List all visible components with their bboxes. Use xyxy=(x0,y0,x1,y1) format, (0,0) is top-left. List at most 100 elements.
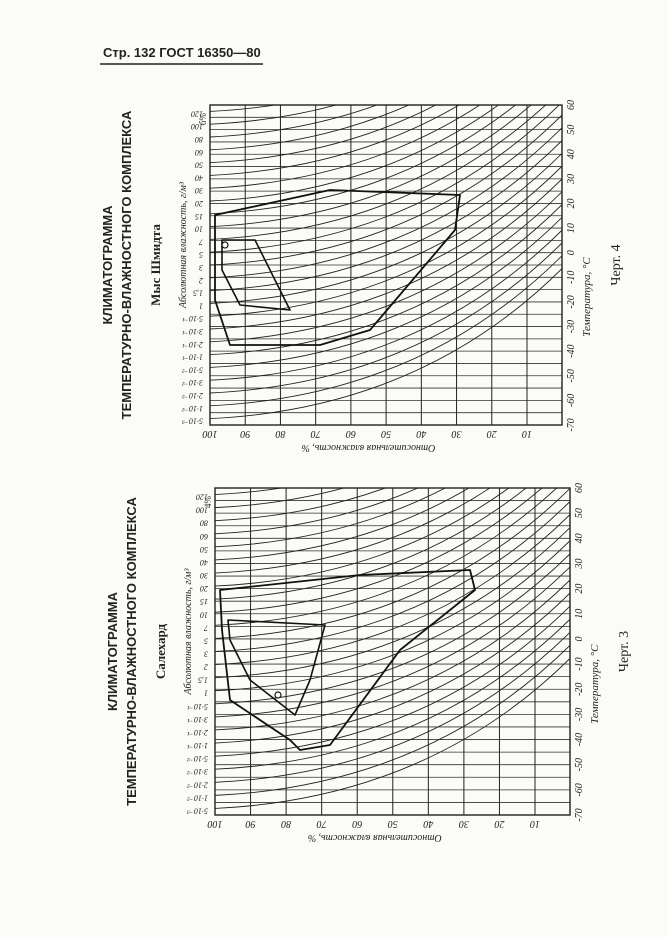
temperature-tick-label: -60 xyxy=(566,394,577,407)
abs-humidity-tick-label: 1 xyxy=(199,301,203,310)
abs-humidity-isoline xyxy=(215,488,570,600)
abs-humidity-tick-label: 10 xyxy=(200,610,208,619)
station-name: Мыс Шмидта xyxy=(148,224,163,306)
temperature-tick-label: 10 xyxy=(566,223,577,233)
rel-humidity-tick-label: 10 xyxy=(530,818,540,829)
abs-humidity-isoline xyxy=(215,501,570,652)
abs-humidity-isoline xyxy=(210,204,562,356)
temperature-tick-label: 50 xyxy=(574,508,585,518)
climate-contour-inner xyxy=(221,239,291,311)
plot-area xyxy=(210,105,562,425)
mean-point xyxy=(221,241,229,249)
abs-humidity-isoline xyxy=(210,191,562,343)
temperature-tick-label: 40 xyxy=(574,533,585,543)
abs-humidity-isoline xyxy=(215,488,570,587)
rel-humidity-tick-label: 10 xyxy=(522,428,532,439)
temperature-tick-label: -60 xyxy=(574,783,585,796)
temperature-tick-label: 60 xyxy=(574,483,585,493)
abs-humidity-isoline xyxy=(210,178,562,330)
abs-humidity-isoline xyxy=(210,242,562,394)
climate-contour xyxy=(219,569,476,751)
rel-humidity-tick-label: 80 xyxy=(275,428,285,439)
abs-humidity-tick-label: 2 xyxy=(204,663,208,672)
plot-area xyxy=(215,488,570,815)
abs-humidity-isoline xyxy=(210,127,562,279)
abs-humidity-isoline xyxy=(210,105,562,176)
abs-humidity-isoline xyxy=(210,105,562,112)
abs-humidity-isoline xyxy=(215,658,570,809)
climate-contour-inner xyxy=(227,619,326,716)
chart-title: ТЕМПЕРАТУРНО-ВЛАЖНОСТНОГО КОМПЛЕКСА xyxy=(124,497,139,806)
abs-humidity-label: Абсолютная влажность, г/м³ xyxy=(178,181,189,309)
rel-humidity-label: Относительная влажность, % xyxy=(308,832,442,843)
abs-humidity-tick-label: 40 xyxy=(195,173,203,182)
rel-humidity-tick-label: 90 xyxy=(240,428,250,439)
abs-humidity-tick-label: 1·10⁻² xyxy=(182,404,203,413)
abs-humidity-isoline xyxy=(210,229,562,381)
temperature-tick-label: 30 xyxy=(566,174,577,185)
chart-title: ТЕМПЕРАТУРНО-ВЛАЖНОСТНОГО КОМПЛЕКСА xyxy=(119,110,134,419)
abs-humidity-tick-label: 3·10⁻² xyxy=(182,378,204,387)
abs-humidity-isoline xyxy=(210,153,562,304)
rel-humidity-tick-label: 50 xyxy=(381,428,391,439)
rel-humidity-tick-label: 60 xyxy=(346,428,356,439)
rel-humidity-tick-label: 80 xyxy=(281,818,291,829)
abs-humidity-isoline xyxy=(215,488,570,639)
rel-humidity-tick-label: 70 xyxy=(311,428,321,439)
abs-humidity-tick-label: 20 xyxy=(195,199,203,208)
abs-humidity-isoline xyxy=(210,105,562,189)
abs-humidity-tick-label: 5·10⁻³ xyxy=(182,417,203,426)
abs-humidity-isoline xyxy=(210,140,562,292)
rel-humidity-tick-label: 40 xyxy=(423,818,433,829)
abs-humidity-isoline xyxy=(210,105,562,240)
abs-humidity-isoline xyxy=(215,488,570,626)
temperature-tick-label: -10 xyxy=(566,271,577,284)
abs-humidity-isoline xyxy=(210,105,562,253)
temperature-tick-label: -70 xyxy=(566,418,577,431)
temperature-tick-label: -20 xyxy=(566,295,577,308)
abs-humidity-isoline xyxy=(215,592,570,744)
temperature-label: Температура, °С xyxy=(589,644,601,724)
abs-humidity-tick-label: 100 xyxy=(196,506,208,515)
abs-humidity-tick-label: 5·10⁻² xyxy=(187,754,208,763)
rel-humidity-tick-label: 20 xyxy=(487,428,497,439)
abs-humidity-tick-label: 80 xyxy=(195,135,203,144)
temperature-tick-label: -70 xyxy=(574,808,585,821)
corner-mark: б% xyxy=(198,112,208,125)
climate-contour xyxy=(214,189,461,346)
abs-humidity-isoline xyxy=(215,488,570,535)
abs-humidity-isoline xyxy=(210,105,562,125)
abs-humidity-isoline xyxy=(215,488,570,509)
temperature-tick-label: -40 xyxy=(574,733,585,746)
temperature-tick-label: 30 xyxy=(574,558,585,569)
rel-humidity-tick-label: 30 xyxy=(459,818,470,829)
corner-mark: 4% xyxy=(203,496,213,509)
abs-humidity-tick-label: 1 xyxy=(204,689,208,698)
temperature-tick-label: -40 xyxy=(566,344,577,357)
figure-caption: Черт. 4 xyxy=(609,244,624,285)
rel-humidity-label: Относительная влажность, % xyxy=(301,442,435,453)
page-header: Стр. 132 ГОСТ 16350—80 xyxy=(103,45,261,60)
abs-humidity-isoline xyxy=(215,488,570,522)
temperature-tick-label: -50 xyxy=(574,758,585,771)
abs-humidity-tick-label: 5 xyxy=(204,636,208,645)
abs-humidity-isoline xyxy=(210,105,562,228)
abs-humidity-isoline xyxy=(210,165,562,317)
abs-humidity-tick-label: 100 xyxy=(191,122,203,131)
abs-humidity-isoline xyxy=(215,488,570,574)
rel-humidity-tick-label: 30 xyxy=(452,428,463,439)
abs-humidity-isoline xyxy=(215,514,570,666)
abs-humidity-tick-label: 120 xyxy=(196,493,208,502)
abs-humidity-isoline xyxy=(215,566,570,718)
abs-humidity-tick-label: 2·10⁻² xyxy=(182,391,203,400)
abs-humidity-tick-label: 2 xyxy=(199,276,203,285)
abs-humidity-tick-label: 60 xyxy=(200,532,208,541)
abs-humidity-tick-label: 5 xyxy=(199,250,203,259)
abs-humidity-tick-label: 1·10⁻¹ xyxy=(182,353,203,362)
climatogram: КЛИМАТОГРАММА ТЕМПЕРАТУРНО-ВЛАЖНОСТНОГО К… xyxy=(100,100,624,453)
abs-humidity-isoline xyxy=(215,488,570,548)
abs-humidity-tick-label: 3·10⁻¹ xyxy=(182,327,204,336)
temperature-tick-label: 10 xyxy=(574,609,585,619)
abs-humidity-tick-label: 2·10⁻² xyxy=(187,780,208,789)
